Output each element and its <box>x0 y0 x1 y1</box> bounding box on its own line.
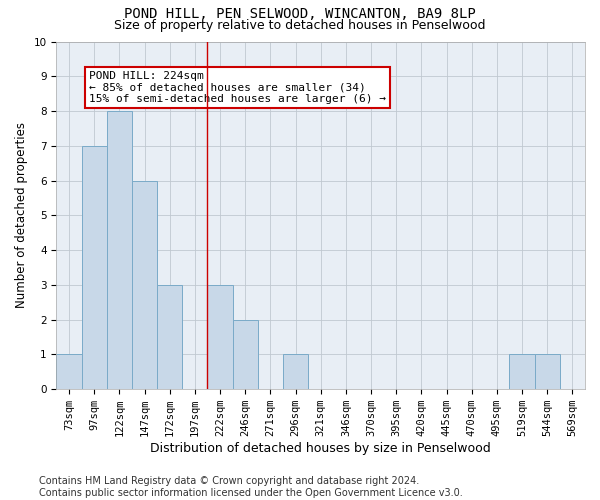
Y-axis label: Number of detached properties: Number of detached properties <box>15 122 28 308</box>
Bar <box>208 285 233 389</box>
Bar <box>107 111 132 389</box>
Text: Size of property relative to detached houses in Penselwood: Size of property relative to detached ho… <box>114 19 486 32</box>
Text: Contains HM Land Registry data © Crown copyright and database right 2024.
Contai: Contains HM Land Registry data © Crown c… <box>39 476 463 498</box>
Bar <box>509 354 535 389</box>
Bar <box>283 354 308 389</box>
Bar <box>56 354 82 389</box>
Bar <box>82 146 107 389</box>
X-axis label: Distribution of detached houses by size in Penselwood: Distribution of detached houses by size … <box>151 442 491 455</box>
Bar <box>157 285 182 389</box>
Text: POND HILL: 224sqm
← 85% of detached houses are smaller (34)
15% of semi-detached: POND HILL: 224sqm ← 85% of detached hous… <box>89 71 386 104</box>
Text: POND HILL, PEN SELWOOD, WINCANTON, BA9 8LP: POND HILL, PEN SELWOOD, WINCANTON, BA9 8… <box>124 8 476 22</box>
Bar <box>233 320 258 389</box>
Bar <box>535 354 560 389</box>
Bar <box>132 180 157 389</box>
